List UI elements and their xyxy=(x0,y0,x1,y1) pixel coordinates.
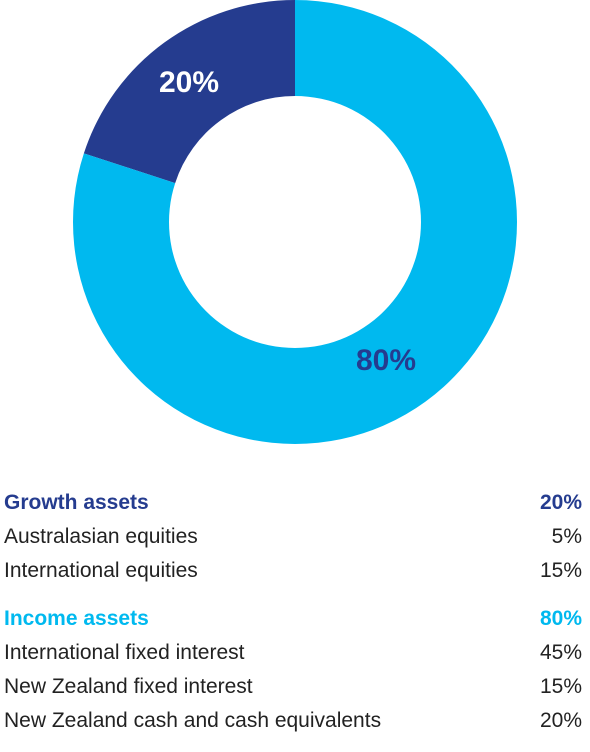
income-assets-header-row: Income assets 80% xyxy=(4,602,582,636)
table-row: New Zealand fixed interest 15% xyxy=(4,670,582,704)
income-assets-label: Income assets xyxy=(4,607,149,630)
income-assets-total: 80% xyxy=(539,607,582,630)
growth-assets-header-row: Growth assets 20% xyxy=(4,486,582,520)
slice-label-growth: 20% xyxy=(159,66,219,99)
donut-chart: 20% 80% xyxy=(73,0,517,444)
row-value: 45% xyxy=(539,641,582,664)
row-value: 20% xyxy=(539,709,582,732)
legend-group-income: Income assets 80% International fixed in… xyxy=(4,602,582,738)
row-label: International fixed interest xyxy=(4,641,245,664)
legend-group-growth: Growth assets 20% Australasian equities … xyxy=(4,486,582,588)
growth-assets-label: Growth assets xyxy=(4,491,149,514)
row-label: International equities xyxy=(4,559,198,582)
row-value: 5% xyxy=(551,525,582,548)
table-row: International equities 15% xyxy=(4,554,582,588)
row-label: New Zealand cash and cash equivalents xyxy=(4,709,382,732)
table-row: Australasian equities 5% xyxy=(4,520,582,554)
row-label: New Zealand fixed interest xyxy=(4,675,253,698)
table-row: New Zealand cash and cash equivalents 20… xyxy=(4,704,582,738)
table-row: International fixed interest 45% xyxy=(4,636,582,670)
growth-assets-total: 20% xyxy=(539,491,582,514)
slice-label-income: 80% xyxy=(356,344,416,377)
row-value: 15% xyxy=(539,559,582,582)
donut-slice-growth xyxy=(83,0,296,184)
row-value: 15% xyxy=(539,675,582,698)
donut-slice-income xyxy=(73,0,517,444)
allocation-table: Growth assets 20% Australasian equities … xyxy=(4,486,582,752)
row-label: Australasian equities xyxy=(4,525,198,548)
